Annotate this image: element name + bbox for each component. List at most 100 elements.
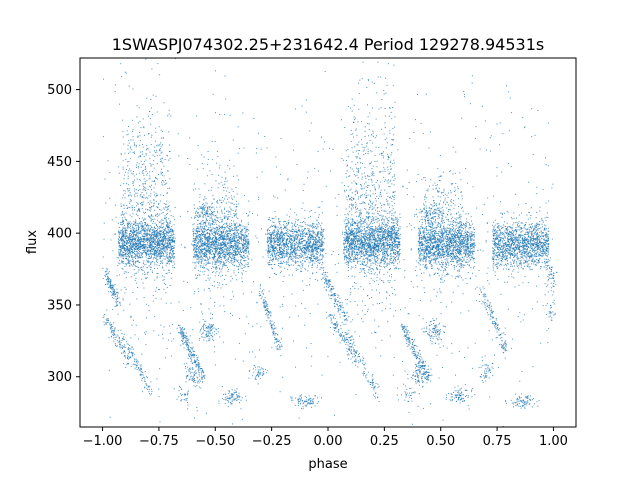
data-point (277, 258, 279, 260)
data-point (247, 246, 249, 248)
data-point (127, 255, 129, 257)
data-point (377, 238, 379, 240)
data-point (298, 239, 300, 241)
data-point (224, 243, 225, 245)
data-point (364, 220, 366, 222)
data-point (291, 239, 293, 241)
data-point (353, 239, 355, 241)
data-point (233, 232, 235, 234)
data-point (272, 249, 274, 251)
data-point (119, 255, 121, 257)
data-point (237, 239, 239, 241)
data-point (244, 236, 246, 238)
data-point (294, 253, 296, 255)
data-point (291, 222, 293, 224)
data-point (131, 234, 133, 236)
data-point (394, 237, 396, 239)
data-point (197, 250, 199, 252)
data-point (216, 234, 218, 236)
data-point (149, 257, 151, 259)
data-point (235, 245, 237, 247)
data-point (225, 227, 227, 229)
data-point (236, 232, 238, 234)
data-point (128, 224, 130, 226)
data-point (140, 241, 142, 243)
data-point (365, 233, 367, 235)
data-point (127, 224, 129, 226)
data-point (124, 240, 126, 242)
data-point (166, 263, 168, 264)
data-point (353, 282, 355, 284)
data-point (281, 228, 283, 230)
data-point (149, 253, 151, 255)
data-point (292, 233, 294, 235)
data-point (320, 267, 322, 269)
data-point (372, 231, 374, 233)
data-point (145, 246, 147, 248)
data-point (227, 217, 229, 219)
data-point (163, 232, 165, 234)
data-point (162, 223, 164, 225)
data-point (236, 244, 238, 246)
data-point (236, 226, 238, 228)
data-point (170, 242, 172, 244)
data-point (274, 248, 276, 250)
data-point (302, 235, 304, 237)
data-point (358, 258, 360, 260)
data-point (150, 238, 152, 240)
data-point (278, 247, 280, 249)
data-point (137, 230, 139, 232)
data-point (222, 219, 224, 221)
data-point (309, 242, 311, 244)
data-point (126, 242, 128, 244)
data-point (300, 249, 302, 251)
data-point (225, 246, 227, 248)
data-point (118, 250, 120, 252)
data-point (150, 208, 152, 210)
data-point (204, 235, 206, 237)
data-point (137, 244, 139, 246)
data-point (200, 243, 202, 245)
data-point (383, 265, 385, 267)
data-point (362, 236, 364, 238)
data-point (135, 235, 137, 237)
data-point (223, 230, 225, 232)
data-point (240, 254, 242, 256)
data-point (218, 233, 220, 235)
data-point (397, 235, 399, 237)
data-point (170, 221, 172, 223)
data-point (317, 226, 319, 228)
data-point (301, 270, 303, 272)
data-point (162, 267, 164, 269)
data-point (205, 249, 207, 251)
data-point (286, 261, 288, 263)
data-point (223, 218, 225, 220)
data-point (139, 255, 141, 257)
data-point (209, 245, 211, 247)
data-point (213, 255, 215, 257)
data-point (277, 228, 279, 230)
data-point (359, 252, 361, 254)
data-point (130, 247, 132, 249)
data-point (226, 231, 228, 233)
data-point (247, 240, 249, 242)
data-point (308, 236, 310, 238)
data-point (243, 237, 245, 239)
data-point (305, 244, 307, 246)
data-point (235, 235, 237, 237)
data-point (229, 230, 231, 232)
data-point (194, 244, 196, 246)
data-point (160, 252, 162, 254)
data-point (301, 238, 303, 240)
data-point (146, 251, 148, 253)
data-point (345, 251, 347, 253)
data-point (145, 253, 147, 255)
data-point (234, 255, 236, 257)
data-point (276, 238, 278, 240)
data-point (271, 247, 273, 249)
data-point (321, 241, 323, 243)
data-point (362, 260, 364, 262)
data-point (168, 227, 170, 229)
data-point (310, 242, 312, 244)
data-point (268, 237, 270, 239)
